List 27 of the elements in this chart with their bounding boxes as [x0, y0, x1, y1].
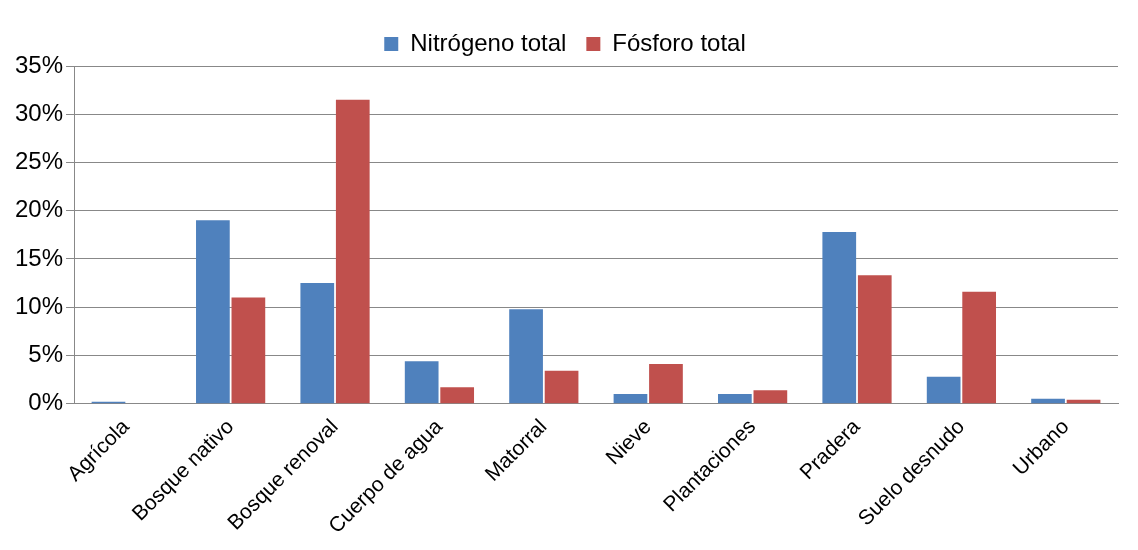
y-tick-label: 0%: [28, 388, 64, 416]
y-tick-label: 25%: [14, 147, 64, 175]
bar: [649, 364, 683, 404]
bar: [509, 309, 543, 404]
y-tick-label: 15%: [14, 243, 64, 271]
bar: [857, 275, 892, 404]
legend-label: Nitrógeno total: [410, 28, 567, 56]
bar: [544, 370, 579, 404]
bar: [231, 297, 266, 404]
bar: [300, 283, 335, 404]
bar: [962, 291, 997, 404]
bar: [718, 394, 752, 404]
y-tick-label: 35%: [14, 50, 64, 78]
y-tick-label: 10%: [14, 291, 64, 319]
legend-label: Fósforo total: [612, 28, 746, 56]
y-tick-label: 5%: [28, 340, 64, 368]
bar: [335, 99, 370, 404]
bar: [1031, 398, 1065, 404]
bar: [822, 231, 857, 404]
y-tick-label: 30%: [14, 98, 64, 126]
bar: [404, 361, 439, 404]
bar: [753, 390, 788, 404]
y-tick-label: 20%: [14, 195, 64, 223]
bar: [613, 394, 648, 404]
bar: [196, 220, 230, 404]
bar: [440, 387, 475, 404]
bar: [926, 376, 961, 404]
